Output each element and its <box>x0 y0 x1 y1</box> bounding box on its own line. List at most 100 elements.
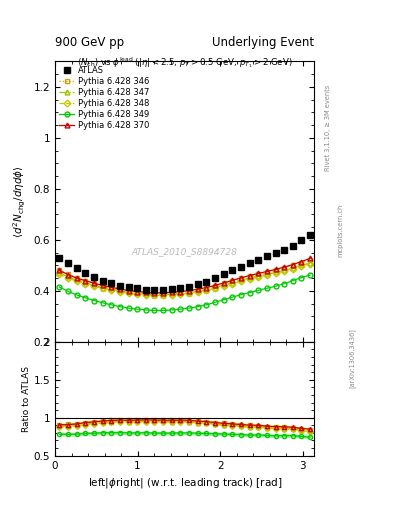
Pythia 6.428 347 <box>221 282 226 288</box>
Pythia 6.428 370 <box>204 285 209 291</box>
Pythia 6.428 347 <box>187 289 191 295</box>
Pythia 6.428 370 <box>221 280 226 286</box>
Pythia 6.428 349 <box>66 288 70 294</box>
Pythia 6.428 370 <box>83 278 88 284</box>
Line: Pythia 6.428 347: Pythia 6.428 347 <box>57 260 312 297</box>
Pythia 6.428 370 <box>109 284 114 290</box>
Pythia 6.428 349 <box>187 305 191 311</box>
ATLAS <box>92 274 96 280</box>
Pythia 6.428 349 <box>57 284 62 290</box>
ATLAS <box>290 243 295 249</box>
ATLAS <box>230 267 235 273</box>
ATLAS <box>221 271 226 278</box>
Pythia 6.428 346 <box>83 278 88 284</box>
Pythia 6.428 348 <box>213 285 217 291</box>
Pythia 6.428 347 <box>290 265 295 271</box>
Text: Rivet 3.1.10, ≥ 3M events: Rivet 3.1.10, ≥ 3M events <box>325 85 331 171</box>
Pythia 6.428 349 <box>169 307 174 313</box>
ATLAS <box>282 247 286 253</box>
Pythia 6.428 347 <box>161 291 165 297</box>
Pythia 6.428 348 <box>264 272 269 278</box>
Pythia 6.428 349 <box>152 307 157 313</box>
Pythia 6.428 370 <box>143 289 148 295</box>
Pythia 6.428 349 <box>92 297 96 304</box>
Pythia 6.428 347 <box>204 287 209 293</box>
Legend: ATLAS, Pythia 6.428 346, Pythia 6.428 347, Pythia 6.428 348, Pythia 6.428 349, P: ATLAS, Pythia 6.428 346, Pythia 6.428 34… <box>57 64 151 132</box>
ATLAS <box>247 260 252 266</box>
Pythia 6.428 370 <box>187 288 191 294</box>
Pythia 6.428 349 <box>118 304 122 310</box>
Pythia 6.428 346 <box>221 280 226 286</box>
Pythia 6.428 349 <box>143 307 148 313</box>
Pythia 6.428 370 <box>282 264 286 270</box>
Text: mcplots.cern.ch: mcplots.cern.ch <box>337 204 343 257</box>
Pythia 6.428 370 <box>126 288 131 294</box>
Pythia 6.428 347 <box>109 286 114 292</box>
Pythia 6.428 348 <box>100 285 105 291</box>
Pythia 6.428 349 <box>256 287 261 293</box>
Pythia 6.428 348 <box>74 278 79 284</box>
Line: Pythia 6.428 346: Pythia 6.428 346 <box>57 258 312 295</box>
ATLAS <box>308 231 312 238</box>
Pythia 6.428 346 <box>290 262 295 268</box>
Pythia 6.428 349 <box>299 274 304 281</box>
Pythia 6.428 347 <box>299 262 304 268</box>
Text: $\langle N_\mathrm{ch}\rangle$ vs $\phi^\mathrm{lead}$ ($|\eta|<2.5$, $p_T>0.5$ : $\langle N_\mathrm{ch}\rangle$ vs $\phi^… <box>77 55 293 70</box>
Pythia 6.428 370 <box>92 280 96 286</box>
Pythia 6.428 346 <box>169 289 174 295</box>
Text: [arXiv:1306.3436]: [arXiv:1306.3436] <box>348 329 355 388</box>
ATLAS <box>204 279 209 285</box>
Pythia 6.428 370 <box>152 290 157 296</box>
ATLAS <box>57 254 62 261</box>
Pythia 6.428 347 <box>273 269 278 275</box>
Pythia 6.428 347 <box>118 288 122 294</box>
Pythia 6.428 349 <box>135 306 140 312</box>
Pythia 6.428 346 <box>247 273 252 279</box>
ATLAS <box>143 287 148 293</box>
ATLAS <box>135 285 140 291</box>
Pythia 6.428 346 <box>273 267 278 273</box>
Pythia 6.428 348 <box>83 281 88 287</box>
Pythia 6.428 348 <box>221 283 226 289</box>
Pythia 6.428 348 <box>247 276 252 282</box>
Pythia 6.428 370 <box>264 268 269 274</box>
Y-axis label: Ratio to ATLAS: Ratio to ATLAS <box>22 366 31 432</box>
Pythia 6.428 348 <box>143 292 148 298</box>
Pythia 6.428 346 <box>213 283 217 289</box>
Pythia 6.428 349 <box>178 306 183 312</box>
ATLAS <box>299 237 304 243</box>
Pythia 6.428 349 <box>308 272 312 278</box>
Pythia 6.428 346 <box>256 271 261 278</box>
Pythia 6.428 370 <box>178 288 183 294</box>
Pythia 6.428 346 <box>239 275 243 281</box>
Pythia 6.428 347 <box>256 273 261 279</box>
Pythia 6.428 347 <box>126 289 131 295</box>
Pythia 6.428 348 <box>152 292 157 298</box>
Pythia 6.428 349 <box>100 300 105 306</box>
Pythia 6.428 370 <box>74 275 79 281</box>
Pythia 6.428 346 <box>66 271 70 278</box>
Pythia 6.428 370 <box>290 262 295 268</box>
Pythia 6.428 370 <box>195 286 200 292</box>
Pythia 6.428 370 <box>161 290 165 296</box>
Pythia 6.428 348 <box>230 281 235 287</box>
Pythia 6.428 346 <box>195 287 200 293</box>
Pythia 6.428 346 <box>230 278 235 284</box>
ATLAS <box>256 257 261 263</box>
Line: Pythia 6.428 370: Pythia 6.428 370 <box>57 256 312 295</box>
Pythia 6.428 370 <box>66 271 70 278</box>
Pythia 6.428 347 <box>169 291 174 297</box>
Pythia 6.428 349 <box>273 283 278 289</box>
Pythia 6.428 370 <box>239 275 243 281</box>
Pythia 6.428 346 <box>118 286 122 292</box>
Text: ATLAS_2010_S8894728: ATLAS_2010_S8894728 <box>132 248 238 257</box>
Pythia 6.428 370 <box>256 270 261 276</box>
Pythia 6.428 370 <box>308 255 312 262</box>
Pythia 6.428 370 <box>273 266 278 272</box>
Pythia 6.428 347 <box>213 285 217 291</box>
Pythia 6.428 349 <box>221 296 226 303</box>
Pythia 6.428 348 <box>273 270 278 276</box>
Pythia 6.428 347 <box>143 291 148 297</box>
Pythia 6.428 349 <box>230 294 235 300</box>
Pythia 6.428 370 <box>169 289 174 295</box>
